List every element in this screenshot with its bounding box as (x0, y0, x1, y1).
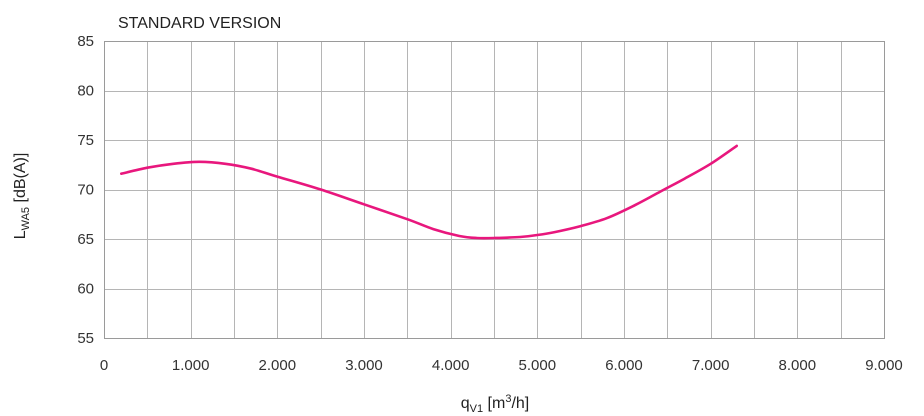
x-tick-label: 9.000 (865, 357, 903, 374)
x-tick-label: 2.000 (259, 357, 297, 374)
series-line-0 (120, 144, 738, 240)
x-axis-label: qV1 [m3/h] (461, 393, 530, 415)
y-tick-label: 80 (77, 83, 94, 100)
y-tick-label: 85 (77, 33, 94, 50)
y-tick-label: 75 (77, 132, 94, 149)
y-tick-label: 65 (77, 231, 94, 248)
plot-frame (104, 41, 885, 339)
x-tick-label: 0 (100, 357, 108, 374)
x-tick-label: 5.000 (519, 357, 557, 374)
y-tick-label: 60 (77, 281, 94, 298)
y-axis-label: LWA5 [dB(A)] (12, 153, 32, 240)
y-axis-ticks: 55 60 65 70 75 80 85 (77, 33, 94, 347)
chart-title: STANDARD VERSION (118, 15, 281, 32)
x-tick-label: 1.000 (172, 357, 210, 374)
x-tick-label: 3.000 (345, 357, 383, 374)
x-axis-ticks: 0 1.000 2.000 3.000 4.000 5.000 6.000 7.000 8.00… (100, 357, 903, 374)
x-tick-label: 7.000 (692, 357, 730, 374)
chart-series (120, 144, 738, 240)
y-tick-label: 55 (77, 330, 94, 347)
y-tick-label: 70 (77, 182, 94, 199)
x-tick-label: 6.000 (605, 357, 643, 374)
chart-grid (104, 41, 885, 339)
x-tick-label: 4.000 (432, 357, 470, 374)
x-tick-label: 8.000 (779, 357, 817, 374)
